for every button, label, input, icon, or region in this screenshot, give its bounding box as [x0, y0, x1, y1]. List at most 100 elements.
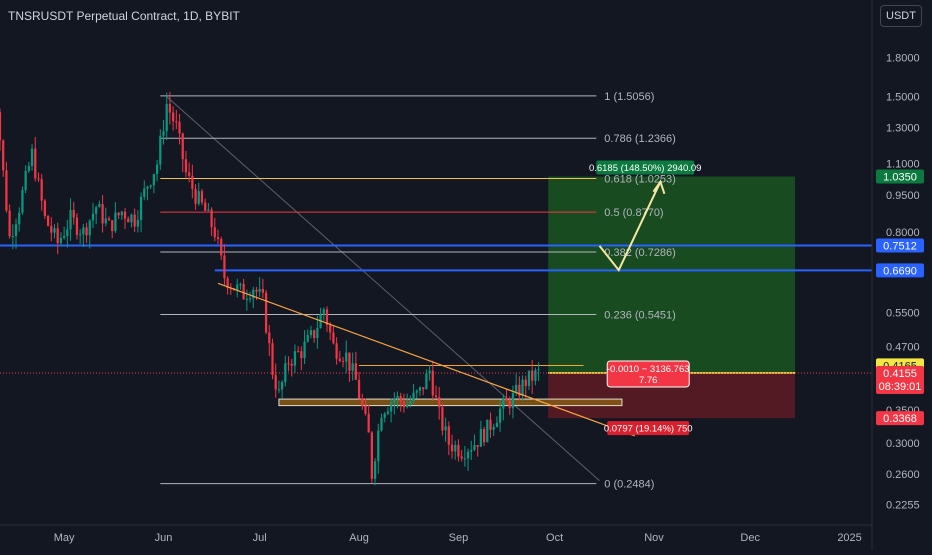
candle-body — [37, 178, 40, 180]
price-tick-label: 0.3000 — [886, 438, 920, 450]
candle-body — [399, 396, 402, 402]
candle-body — [242, 283, 245, 300]
candle-body — [447, 426, 450, 445]
time-tick-label: Aug — [349, 532, 369, 544]
fib-label-0-618: 0.618 (1.0253) — [604, 174, 676, 186]
candle-body — [104, 218, 107, 224]
candle-body — [165, 103, 168, 132]
candle-body — [229, 288, 232, 290]
candle-body — [123, 211, 127, 219]
candle-body — [380, 417, 383, 431]
candle-body — [396, 396, 399, 399]
candle-body — [98, 204, 101, 208]
candle-body — [8, 210, 11, 237]
candle-body — [91, 213, 95, 221]
candle-body — [444, 426, 447, 431]
target-label-text: 0.6185 (148.50%) 2940.09 — [589, 163, 702, 174]
position-center-box — [606, 360, 690, 388]
projection-path — [598, 181, 662, 272]
candle-body — [50, 225, 53, 233]
candle-body — [422, 387, 425, 390]
candle-body — [75, 217, 79, 235]
candle-body — [207, 209, 210, 211]
stop-label-box — [607, 421, 690, 436]
candle-body — [149, 185, 152, 187]
candle-body — [460, 456, 463, 459]
candle-body — [245, 298, 248, 300]
candle-body — [258, 288, 261, 292]
candle-body — [479, 429, 483, 447]
candle-body — [476, 445, 479, 447]
fib-label-0-786: 0.786 (1.2366) — [604, 133, 676, 145]
candle-body — [524, 379, 527, 387]
candle-body — [357, 379, 361, 399]
candle-body — [293, 351, 297, 366]
candle-body — [46, 215, 50, 226]
candle-body — [389, 402, 393, 412]
candle-body — [261, 288, 265, 293]
candle-body — [178, 121, 181, 134]
candle-body — [309, 330, 313, 336]
candle-body — [367, 413, 370, 433]
candle-body — [470, 449, 473, 452]
candle-body — [133, 214, 136, 227]
candle-body — [175, 121, 178, 123]
candle-body — [274, 375, 277, 390]
blue-line-2-price-tag-text: 0.6690 — [883, 265, 917, 277]
candle-body — [438, 397, 441, 408]
candle-body — [216, 237, 220, 240]
candle-body — [473, 445, 476, 450]
position-center-subtext: 7.76 — [639, 375, 658, 386]
candle-body — [210, 209, 213, 228]
candle-body — [306, 335, 309, 342]
candle-body — [127, 218, 130, 223]
candle-body — [162, 131, 165, 136]
candle-body — [139, 196, 143, 220]
candle-body — [59, 237, 63, 244]
candle-body — [386, 411, 390, 414]
candle-body — [114, 212, 117, 232]
target-label-box — [596, 160, 695, 175]
candle-body — [287, 363, 290, 365]
candle-body — [24, 170, 27, 191]
candle-body — [511, 392, 515, 409]
candle-body — [454, 444, 457, 452]
candle-body — [370, 432, 374, 479]
candle-body — [88, 220, 91, 236]
candle-body — [537, 369, 540, 371]
fib-label-1: 1 (1.5056) — [604, 91, 654, 103]
candle-body — [152, 174, 156, 186]
candle-body — [188, 172, 191, 176]
fib-label-0-5: 0.5 (0.8770) — [604, 207, 663, 219]
candle-body — [335, 343, 338, 359]
time-tick-label: Oct — [546, 532, 563, 544]
candle-body — [351, 363, 354, 371]
candle-body — [11, 236, 14, 238]
candle-body — [418, 387, 422, 391]
candle-body — [56, 228, 59, 244]
candle-body — [482, 429, 486, 443]
candle-body — [264, 292, 268, 333]
stop-label-text: 0.0797 (19.14%) 750 — [604, 424, 693, 435]
candle-body — [361, 398, 364, 407]
candle-body — [5, 170, 8, 211]
time-tick-label: Jul — [253, 532, 267, 544]
candle-body — [463, 458, 466, 460]
candle-body — [515, 384, 518, 393]
target-price-tag-box — [876, 169, 924, 184]
candle-body — [120, 211, 123, 216]
candle-body — [277, 389, 281, 391]
candle-body — [184, 159, 188, 173]
candle-body — [393, 398, 396, 403]
candle-body — [406, 404, 409, 408]
candle-body — [111, 220, 114, 232]
candle-body — [412, 392, 415, 401]
candle-body — [508, 400, 511, 409]
candle-body — [197, 191, 200, 204]
candle-body — [95, 207, 98, 214]
time-tick-label: Nov — [644, 532, 664, 544]
currency-selector-button[interactable]: USDT — [880, 5, 922, 27]
candle-body — [30, 148, 34, 167]
